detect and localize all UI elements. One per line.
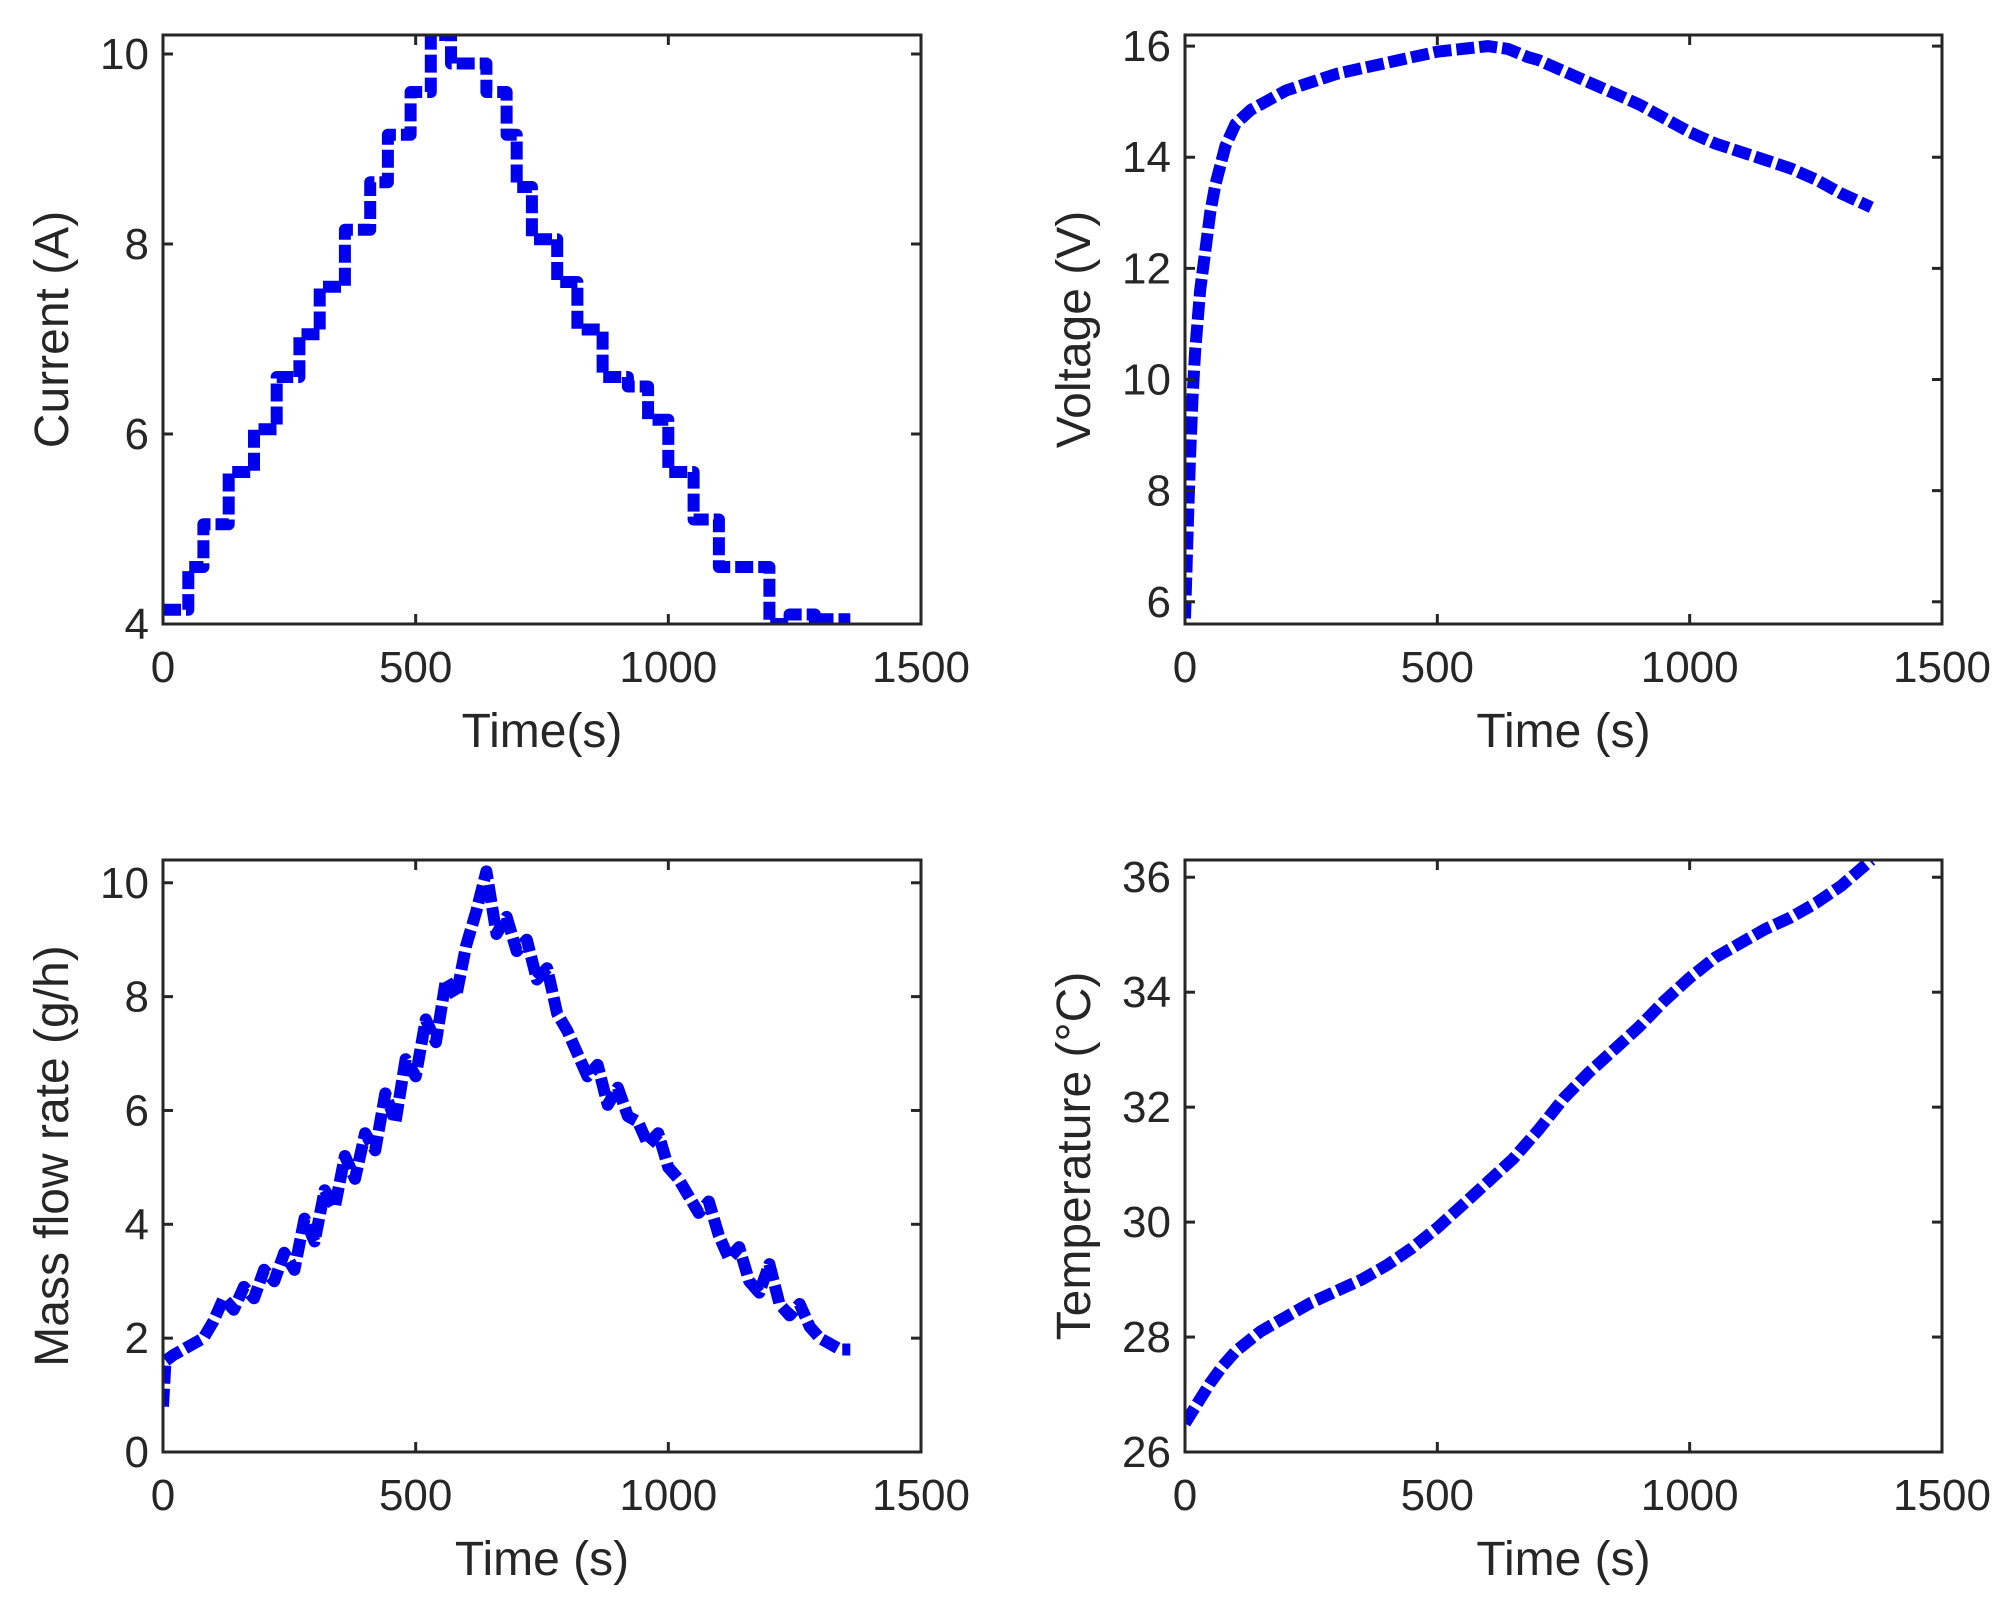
axes-frame-voltage (1183, 33, 1944, 626)
x-tick-label-temperature-3: 1500 (1893, 1471, 1991, 1520)
y-tick-label-temperature-0: 26 (1122, 1428, 1171, 1477)
y-tick-label-mass-flow-5: 10 (100, 859, 149, 908)
series-line-temperature-0 (1185, 860, 1876, 1427)
y-tick-label-temperature-5: 36 (1122, 853, 1171, 902)
x-tick-label-voltage-0: 0 (1173, 643, 1197, 692)
y-tick-label-voltage-0: 6 (1147, 578, 1171, 627)
chart-panel-mass-flow: 0 500 1000 1500 0 2 4 6 8 10 Time (s) Mass flow rat… (26, 858, 970, 1586)
x-tick-label-temperature-2: 1000 (1641, 1471, 1739, 1520)
x-tick-label-mass-flow-2: 1000 (619, 1471, 717, 1520)
x-tick-label-temperature-0: 0 (1173, 1471, 1197, 1520)
y-axis-label-temperature: Temperature (°C) (1048, 972, 1101, 1341)
y-tick-label-temperature-4: 34 (1122, 968, 1171, 1017)
x-tick-label-current-2: 1000 (619, 643, 717, 692)
x-axis-label-mass-flow: Time (s) (455, 1533, 629, 1586)
y-tick-label-voltage-3: 12 (1122, 244, 1171, 293)
series-line-voltage-0 (1185, 40, 1874, 619)
y-tick-label-mass-flow-1: 2 (125, 1314, 149, 1363)
series-line-current-0 (163, 35, 851, 624)
y-tick-label-current-0: 4 (125, 600, 149, 649)
chart-panel-voltage: 0 500 1000 1500 6 8 10 12 14 16 Time (s) Voltage (V… (1048, 22, 1991, 758)
y-tick-label-temperature-2: 30 (1122, 1198, 1171, 1247)
y-tick-label-voltage-4: 14 (1122, 133, 1171, 182)
chart-panel-current: 0 500 1000 1500 4 6 8 10 Time(s) Current (A) (26, 30, 970, 758)
y-tick-label-voltage-2: 10 (1122, 356, 1171, 405)
x-tick-label-mass-flow-1: 500 (379, 1471, 452, 1520)
axes-frame-current (161, 33, 923, 626)
y-tick-label-temperature-1: 28 (1122, 1313, 1171, 1362)
axes-frame-mass-flow (161, 858, 923, 1454)
x-tick-label-mass-flow-3: 1500 (872, 1471, 970, 1520)
y-tick-label-current-2: 8 (125, 220, 149, 269)
y-axis-label-mass-flow: Mass flow rate (g/h) (26, 945, 79, 1366)
y-tick-label-current-3: 10 (100, 30, 149, 79)
x-tick-label-voltage-3: 1500 (1893, 643, 1991, 692)
y-tick-label-mass-flow-4: 8 (125, 973, 149, 1022)
x-tick-label-current-3: 1500 (872, 643, 970, 692)
chart-panel-temperature: 0 500 1000 1500 26 28 30 32 34 36 Time (s) Temperat… (1048, 853, 1991, 1586)
x-tick-label-current-1: 500 (379, 643, 452, 692)
y-axis-label-current: Current (A) (26, 211, 79, 448)
x-tick-label-mass-flow-0: 0 (151, 1471, 175, 1520)
x-tick-label-voltage-2: 1000 (1641, 643, 1739, 692)
y-tick-label-mass-flow-3: 6 (125, 1086, 149, 1135)
y-tick-label-voltage-5: 16 (1122, 22, 1171, 71)
x-tick-label-temperature-1: 500 (1401, 1471, 1474, 1520)
y-tick-label-current-1: 6 (125, 410, 149, 459)
y-axis-label-voltage: Voltage (V) (1048, 211, 1101, 448)
x-axis-label-temperature: Time (s) (1476, 1533, 1650, 1586)
y-tick-label-mass-flow-2: 4 (125, 1200, 149, 1249)
series-line-mass-flow-0 (163, 865, 851, 1407)
axes-frame-temperature (1183, 858, 1944, 1454)
y-tick-label-voltage-1: 8 (1147, 467, 1171, 516)
x-axis-label-voltage: Time (s) (1476, 705, 1650, 758)
y-tick-label-temperature-3: 32 (1122, 1083, 1171, 1132)
y-tick-label-mass-flow-0: 0 (125, 1428, 149, 1477)
x-tick-label-voltage-1: 500 (1401, 643, 1474, 692)
x-axis-label-current: Time(s) (462, 705, 623, 758)
x-tick-label-current-0: 0 (151, 643, 175, 692)
